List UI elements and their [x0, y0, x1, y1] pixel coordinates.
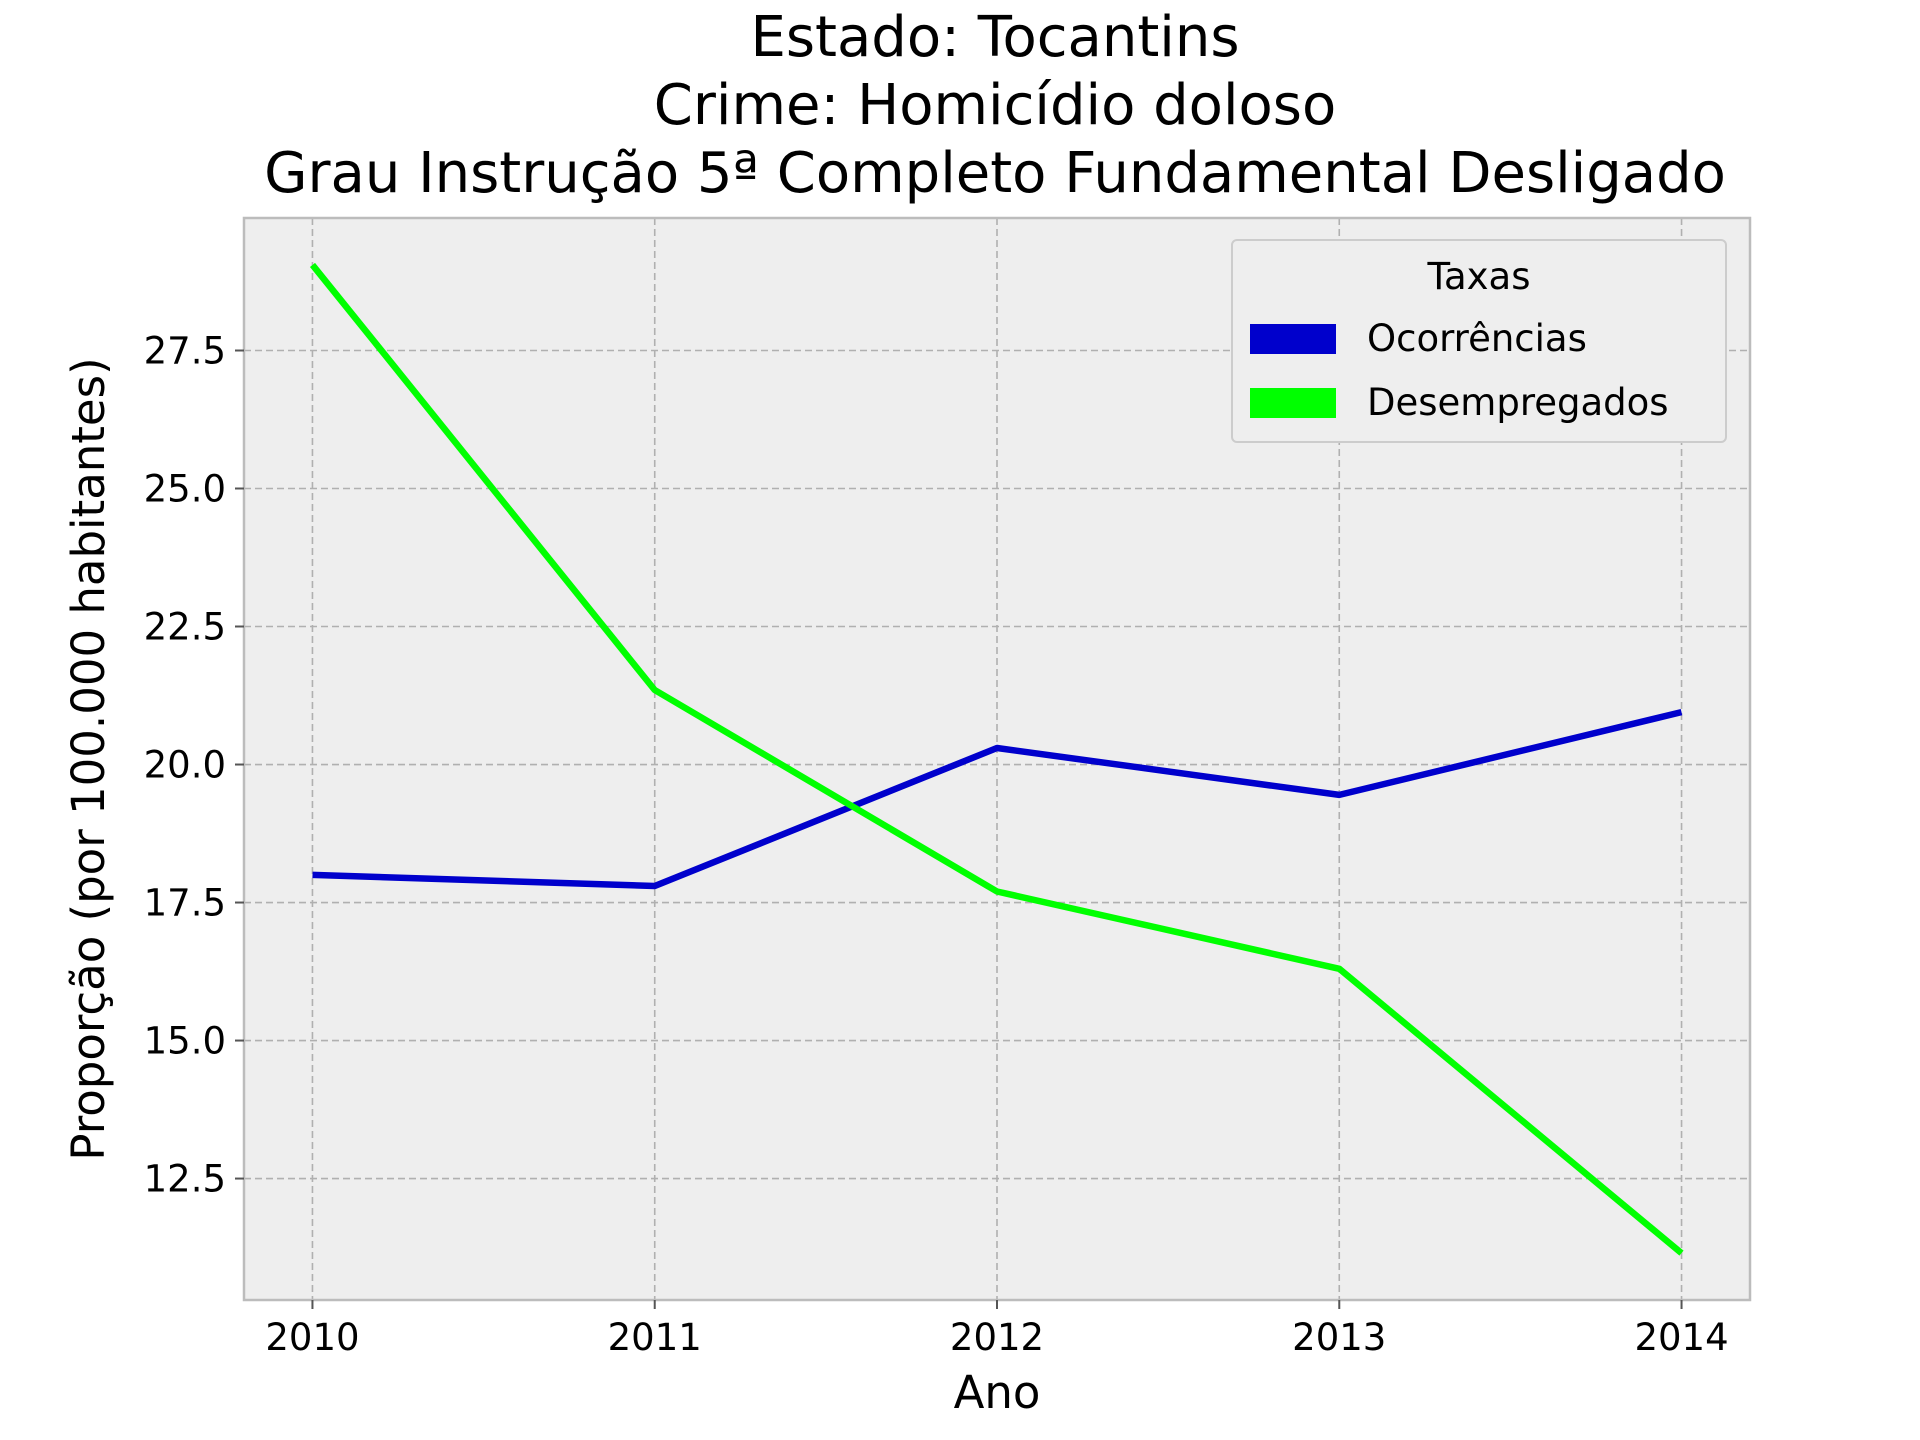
- title-line-1: Estado: Tocantins: [750, 5, 1239, 70]
- legend-box: [1231, 239, 1727, 443]
- legend: Taxas Ocorrências Desempregados: [1231, 239, 1727, 443]
- y-tick-label: 20.0: [144, 744, 226, 787]
- x-tick-label: 2010: [265, 1316, 359, 1359]
- series-lines: [309, 262, 1684, 1256]
- x-tick-label: 2013: [1292, 1316, 1386, 1359]
- legend-swatch-desempregados: [1250, 388, 1336, 418]
- y-axis-ticks: 12.5 15.0 17.5 20.0 22.5 25.0 27.5: [144, 329, 244, 1201]
- title-line-3: Grau Instrução 5ª Completo Fundamental D…: [264, 141, 1726, 206]
- y-tick-label: 22.5: [144, 606, 226, 649]
- y-tick-label: 15.0: [144, 1020, 226, 1063]
- series-line-desempregados: [309, 262, 1684, 1256]
- y-tick-label: 27.5: [144, 329, 226, 372]
- x-axis-label: Ano: [954, 1366, 1041, 1419]
- x-tick-label: 2014: [1634, 1316, 1728, 1359]
- x-tick-label: 2011: [608, 1316, 702, 1359]
- legend-label-ocorrencias: Ocorrências: [1367, 317, 1587, 360]
- y-tick-label: 17.5: [144, 882, 226, 925]
- chart-title: Estado: Tocantins Crime: Homicídio dolos…: [264, 5, 1726, 206]
- legend-title: Taxas: [1427, 255, 1531, 298]
- y-tick-label: 25.0: [144, 468, 226, 511]
- x-tick-label: 2012: [950, 1316, 1044, 1359]
- legend-label-desempregados: Desempregados: [1367, 381, 1669, 424]
- y-tick-label: 12.5: [144, 1158, 226, 1201]
- legend-swatch-ocorrencias: [1250, 324, 1336, 354]
- x-axis-ticks: 2010 2011 2012 2013 2014: [265, 1300, 1729, 1359]
- title-line-2: Crime: Homicídio doloso: [654, 73, 1336, 138]
- series-line-ocorrencias: [312, 708, 1683, 890]
- y-axis-label: Proporção (por 100.000 habitantes): [62, 357, 115, 1160]
